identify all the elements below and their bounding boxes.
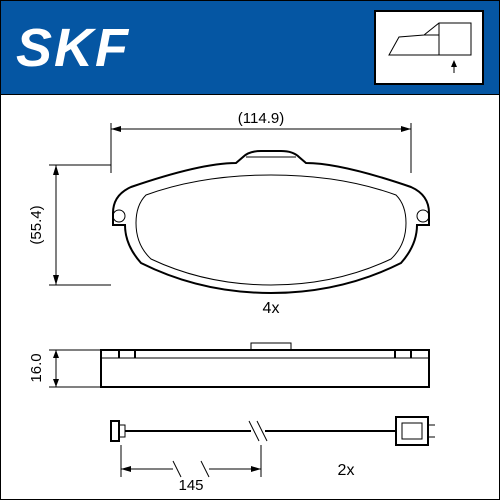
dim-height-label: (55.4) <box>28 205 45 244</box>
header-bar: SKF <box>0 0 500 95</box>
brake-pad-top-view <box>113 151 429 293</box>
brand-logo: SKF <box>16 17 130 79</box>
wear-sensor <box>111 417 435 445</box>
dim-width-label: (114.9) <box>238 110 284 127</box>
qty-sensor-label: 2x <box>338 462 355 479</box>
front-brake-placement-icon <box>379 15 479 80</box>
technical-drawing: (114.9) (55.4) 4x 16.0 <box>0 95 500 500</box>
dim-thickness-label: 16.0 <box>28 353 45 382</box>
qty-pads-label: 4x <box>263 300 280 317</box>
placement-icon-box <box>374 10 484 85</box>
dim-sensor-length-label: 145 <box>178 477 203 494</box>
brake-pad-side-view <box>101 343 429 387</box>
